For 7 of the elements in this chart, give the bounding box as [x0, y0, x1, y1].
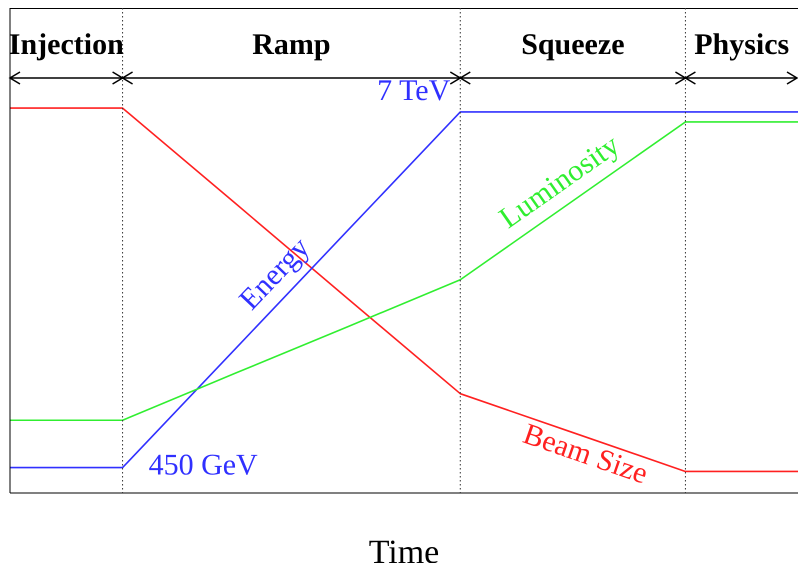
text: Physics — [694, 28, 790, 61]
text: Injection — [8, 28, 124, 61]
text: Beam Size — [519, 417, 652, 491]
text: Squeeze — [521, 28, 625, 61]
text: 7 TeV — [377, 74, 451, 107]
annotation: 450 GeV — [148, 448, 258, 482]
text: Ramp — [252, 28, 331, 61]
